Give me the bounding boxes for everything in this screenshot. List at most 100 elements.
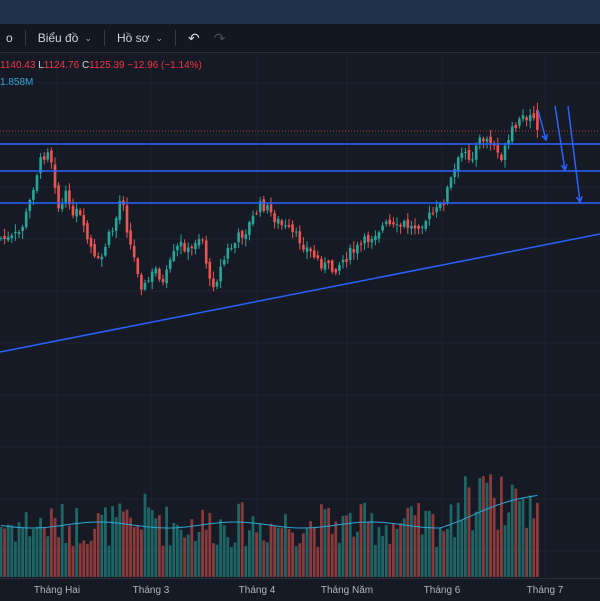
candle-body [273, 213, 276, 223]
volume-bar [327, 507, 330, 577]
candle-body [496, 145, 500, 153]
volume-bar [298, 543, 302, 577]
candle-body [17, 232, 21, 235]
volume-bar [240, 502, 244, 577]
candle-body [89, 237, 93, 247]
volume-bar [474, 511, 478, 577]
candle-body [482, 138, 485, 142]
volume-bar [96, 512, 100, 577]
candle-body [406, 219, 410, 228]
undo-icon[interactable]: ↶ [188, 29, 200, 46]
volume-bar [165, 506, 168, 577]
volume-bar [406, 507, 410, 577]
candle-body [222, 259, 226, 265]
candle-body [474, 145, 478, 160]
volume-bar [53, 518, 57, 577]
volume-bar [312, 526, 316, 577]
candle-body [32, 189, 35, 200]
volume-bar [273, 526, 276, 577]
candle-body [0, 238, 3, 240]
volume-bar [161, 545, 165, 577]
top-header-bar [0, 0, 600, 24]
toolbar-item-partial-label: o [6, 31, 13, 45]
candle-body [226, 248, 230, 259]
candle-body [348, 247, 352, 260]
volume-bar [176, 524, 179, 577]
toolbar-item-partial[interactable]: o [0, 24, 19, 52]
volume-bar [222, 525, 226, 577]
candle-body [165, 269, 168, 284]
volume-bar [320, 504, 323, 577]
volume-bar [316, 546, 320, 577]
price-chart[interactable] [0, 53, 600, 578]
candle-body [536, 110, 539, 130]
profile-menu-button[interactable]: Hồ sơ ⌄ [111, 24, 169, 52]
volume-bar [233, 542, 237, 577]
volume-bar [118, 503, 122, 577]
volume-bar [330, 533, 334, 577]
volume-bar [111, 506, 114, 577]
candle-body [420, 226, 424, 228]
volume-bar [14, 541, 17, 577]
candle-body [158, 268, 161, 280]
candle-body [428, 212, 431, 220]
volume-bar [460, 520, 464, 577]
chart-menu-button[interactable]: Biểu đồ ⌄ [32, 24, 98, 52]
candle-body [514, 124, 518, 129]
legend-change-value: −12.96 (−1.14%) [127, 60, 202, 71]
candle-body [255, 213, 258, 215]
volume-bar [510, 484, 514, 577]
candle-body [453, 169, 456, 177]
volume-bar [262, 540, 266, 577]
candle-body [258, 201, 262, 213]
volume-bar [251, 516, 255, 577]
volume-bar [334, 521, 338, 577]
candle-body [525, 117, 528, 121]
volume-bar [384, 525, 388, 577]
volume-bar [532, 518, 536, 577]
volume-bar [446, 529, 449, 577]
volume-bar [345, 515, 348, 577]
volume-bar [244, 546, 248, 577]
candle-body [24, 211, 28, 228]
volume-bar [129, 517, 132, 577]
volume-bar [107, 545, 111, 577]
volume-bar [442, 531, 446, 577]
candle-body [71, 205, 75, 216]
candle-body [460, 152, 464, 158]
volume-bar [435, 546, 438, 577]
volume-bar [212, 543, 215, 577]
candle-body [410, 225, 413, 229]
volume-bar [201, 509, 204, 577]
candle-body [132, 245, 136, 258]
candle-body [3, 235, 6, 239]
volume-bar [507, 512, 510, 577]
candle-body [197, 239, 201, 246]
arrow-head [560, 164, 568, 172]
candle-body [143, 282, 147, 290]
candle-body [219, 266, 222, 282]
volume-bar [363, 502, 366, 577]
candle-body [114, 218, 118, 231]
volume-bar [143, 493, 147, 577]
time-axis-label: Tháng 3 [132, 585, 170, 596]
candle-body [161, 279, 165, 283]
candle-body [21, 226, 24, 232]
candle-body [302, 244, 305, 250]
volume-bar [237, 503, 240, 577]
volume-bar [150, 510, 154, 577]
volume-bar [402, 518, 406, 577]
time-axis-label: Tháng 7 [526, 585, 564, 596]
chart-grid [0, 53, 600, 578]
volume-bar [399, 523, 402, 577]
candle-body [392, 222, 395, 225]
volume-bar [424, 511, 428, 577]
volume-bar [471, 530, 474, 577]
volume-bar [140, 529, 143, 577]
volume-bar [467, 487, 471, 577]
candle-body [266, 205, 269, 211]
candle-body [172, 251, 176, 261]
candle-body [500, 154, 503, 161]
volume-bar [503, 525, 507, 577]
redo-icon[interactable]: ↷ [213, 29, 226, 46]
